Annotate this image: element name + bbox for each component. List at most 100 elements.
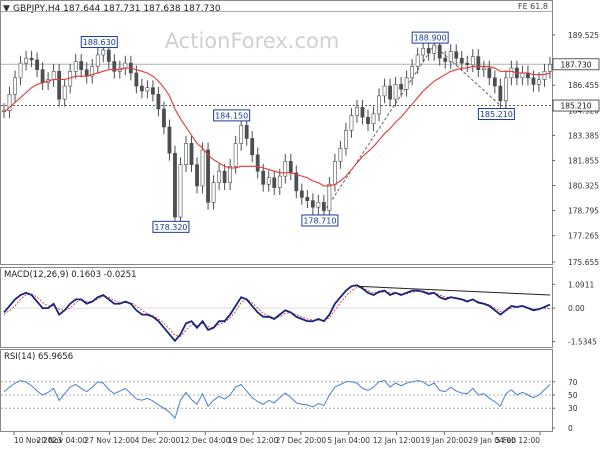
price-candle-body xyxy=(222,170,227,183)
price-candle-body xyxy=(35,59,39,70)
price-candle-body xyxy=(206,149,210,203)
price-candle-body xyxy=(520,72,525,79)
price-candle-body xyxy=(459,57,464,64)
price-candle-body xyxy=(266,177,271,185)
price-y-label: 180.325 xyxy=(568,182,599,191)
price-candle-body xyxy=(360,107,365,118)
price-candle-body xyxy=(399,84,403,90)
price-y-label: 183.385 xyxy=(568,131,599,140)
price-candle-body xyxy=(173,152,177,218)
price-candle-body xyxy=(277,175,282,188)
x-axis-label: 10 Nov 2023 xyxy=(14,436,62,445)
macd-y-label: 1.0911 xyxy=(568,280,594,289)
price-candle-body xyxy=(333,161,337,185)
rsi-y-label: 70 xyxy=(568,378,578,387)
price-candle-body xyxy=(443,57,448,62)
price-candle-body xyxy=(73,61,78,72)
price-candle-body xyxy=(355,107,359,116)
price-annotation-label: 185.210 xyxy=(480,110,513,119)
rising-trendline xyxy=(323,44,435,213)
price-candle-body xyxy=(542,71,547,80)
price-candle-body xyxy=(327,184,332,211)
price-candle-body xyxy=(151,87,155,95)
price-y-label: 181.855 xyxy=(568,156,599,165)
price-candle-body xyxy=(13,77,17,95)
price-y-label: 177.265 xyxy=(568,232,599,241)
price-tag-label: 185.210 xyxy=(560,102,591,111)
macd-title: MACD(12,26,9) 0.1603 -0.0251 xyxy=(4,270,137,280)
price-candle-body xyxy=(79,61,84,70)
price-annotation-label: 184.150 xyxy=(215,111,248,120)
price-candle-body xyxy=(101,49,106,56)
price-y-label: 189.525 xyxy=(568,31,599,40)
x-axis-label: 29 Jan 04:00 xyxy=(468,436,516,445)
price-tag-box xyxy=(552,58,600,71)
price-tag-box xyxy=(552,99,600,112)
rsi-y-label: 30 xyxy=(568,404,578,413)
price-candle-body xyxy=(217,170,221,183)
macd-y-label: -1.5345 xyxy=(568,338,597,347)
rsi-line xyxy=(3,379,551,420)
macd-trendline xyxy=(356,285,551,296)
price-candle-body xyxy=(51,71,56,80)
price-y-label: 186.455 xyxy=(568,81,599,90)
price-candle-body xyxy=(476,56,481,70)
price-candle-body xyxy=(481,67,486,70)
price-candle-body xyxy=(178,164,183,218)
rsi-panel-frame xyxy=(0,349,553,432)
price-candle-body xyxy=(498,85,503,102)
price-candle-body xyxy=(432,44,437,54)
price-candle-body xyxy=(305,197,310,201)
price-candle-body xyxy=(7,93,12,111)
price-candle-body xyxy=(366,116,370,125)
chevron-down-icon[interactable]: ▼ xyxy=(3,4,10,14)
macd-y-label: 0.00 xyxy=(568,304,585,313)
price-candle-body xyxy=(503,77,508,102)
price-candle-body xyxy=(134,72,139,87)
x-axis-label: 19 Jan 20:00 xyxy=(421,436,469,445)
price-candle-body xyxy=(299,190,304,198)
price-candle-body xyxy=(338,147,343,162)
price-candle-body xyxy=(537,79,541,85)
price-candle-body xyxy=(244,125,249,139)
price-candle-body xyxy=(321,202,326,211)
x-axis-label: 20 Nov 04:00 xyxy=(37,436,88,445)
price-candle-body xyxy=(283,161,288,177)
chart-title: GBPJPY,H4 187.644 187.731 187.638 187.73… xyxy=(13,4,221,14)
price-candle-body xyxy=(84,69,89,77)
price-candle-body xyxy=(62,85,67,100)
price-annotation-box xyxy=(301,214,339,227)
price-candle-body xyxy=(448,51,453,62)
macd-line xyxy=(3,284,551,343)
price-candle-body xyxy=(404,77,409,90)
price-candle-body xyxy=(349,115,354,131)
price-candle-body xyxy=(167,126,172,154)
price-candle-body xyxy=(310,200,315,208)
price-candle-body xyxy=(57,71,62,100)
price-candle-body xyxy=(382,85,387,97)
ema-line xyxy=(3,65,551,187)
price-candle-body xyxy=(388,85,392,100)
rsi-y-label: 50 xyxy=(568,391,578,400)
price-candle-body xyxy=(90,66,95,77)
price-candle-body xyxy=(139,85,144,92)
x-axis-label: 4 Dec 20:00 xyxy=(135,436,181,445)
price-candle-body xyxy=(421,48,426,56)
price-candle-body xyxy=(470,56,475,66)
price-candle-body xyxy=(162,108,166,128)
price-annotation-label: 178.320 xyxy=(154,223,187,232)
price-tag-label: 187.730 xyxy=(560,60,591,69)
fib-label: FE 61.8 xyxy=(518,2,548,11)
price-candle-body xyxy=(410,66,415,79)
price-candle-body xyxy=(145,87,150,92)
price-candle-body xyxy=(465,62,470,66)
price-candle-body xyxy=(184,143,188,165)
price-candle-body xyxy=(95,54,100,67)
price-candle-body xyxy=(255,154,260,172)
price-candle-body xyxy=(316,202,321,208)
price-y-label: 175.655 xyxy=(568,258,599,267)
x-axis-label: 27 Dec 20:00 xyxy=(276,436,327,445)
price-candle-body xyxy=(454,51,459,59)
price-candle-body xyxy=(261,170,266,185)
